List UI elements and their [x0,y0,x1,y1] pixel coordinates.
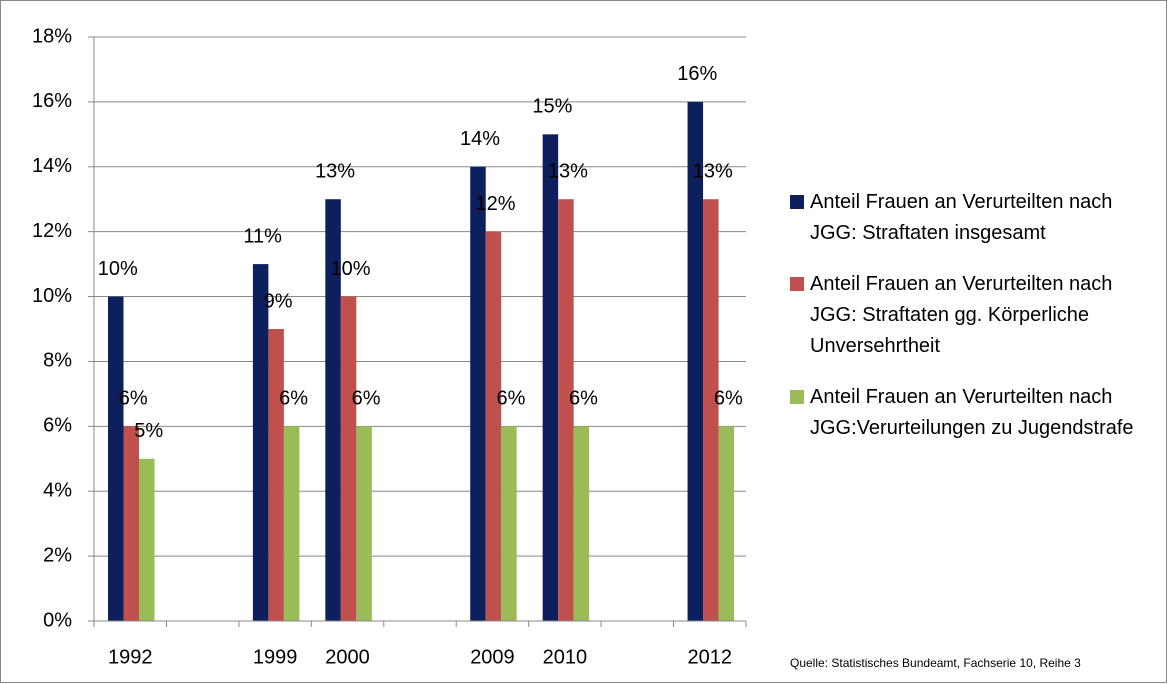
legend-entry: Anteil Frauen an Verurteilten nach JGG: … [790,187,1150,249]
bar [718,426,735,621]
bar [542,134,559,622]
legend: Anteil Frauen an Verurteilten nach JGG: … [790,187,1150,464]
bar [573,426,590,621]
x-tick-label: 2012 [688,646,733,668]
x-tick-label: 1992 [108,646,153,668]
x-tick-label: 2010 [543,646,588,668]
y-tick-label: 0% [43,609,72,631]
data-label: 6% [352,388,381,410]
y-tick-label: 12% [32,220,72,242]
data-label: 6% [569,388,598,410]
legend-swatch [790,195,804,209]
data-label: 5% [134,420,163,442]
y-tick-label: 16% [32,90,72,112]
legend-entry: Anteil Frauen an Verurteilten nach JGG: … [790,269,1150,362]
data-label: 14% [460,128,500,150]
bar [123,426,139,621]
legend-swatch [790,277,804,291]
legend-entry: Anteil Frauen an Verurteilten nach JGG:V… [790,382,1150,444]
data-label: 16% [677,63,717,85]
data-label: 12% [475,193,515,215]
bar [470,166,486,621]
y-tick-label: 18% [32,25,72,47]
legend-label: Anteil Frauen an Verurteilten nach JGG: … [810,191,1113,244]
bar [108,296,124,621]
data-label: 10% [98,258,138,280]
data-label: 6% [279,388,308,410]
legend-label: Anteil Frauen an Verurteilten nach JGG: … [810,273,1113,357]
y-tick-label: 8% [43,350,72,372]
y-tick-label: 4% [43,480,72,502]
x-tick-label: 2000 [325,646,370,668]
y-tick-label: 6% [43,415,72,437]
y-tick-label: 10% [32,285,72,307]
y-tick-label: 14% [32,155,72,177]
data-label: 15% [532,96,572,118]
data-label: 11% [243,225,282,247]
data-label: 10% [331,258,371,280]
bar [703,199,719,621]
bar [340,296,357,621]
bar [485,231,502,621]
x-tick-label: 1999 [253,646,298,668]
legend-label: Anteil Frauen an Verurteilten nach JGG:V… [810,386,1134,439]
bar [325,199,341,621]
data-label: 13% [315,161,355,183]
bar [501,426,517,621]
data-label: 6% [497,388,526,410]
x-tick-label: 2009 [470,646,515,668]
bar [252,264,269,621]
data-label: 9% [264,290,293,312]
data-label: 13% [693,161,733,183]
y-tick-label: 2% [43,544,72,566]
data-label: 6% [714,388,743,410]
bar [356,426,372,621]
bar [687,101,704,621]
data-label: 13% [548,161,588,183]
bar [558,199,574,621]
legend-swatch [790,390,804,404]
data-label: 6% [119,388,148,410]
bar [139,458,155,621]
source-note: Quelle: Statistisches Bundeamt, Fachseri… [790,656,1081,670]
bar [268,329,284,621]
bar [283,426,300,621]
